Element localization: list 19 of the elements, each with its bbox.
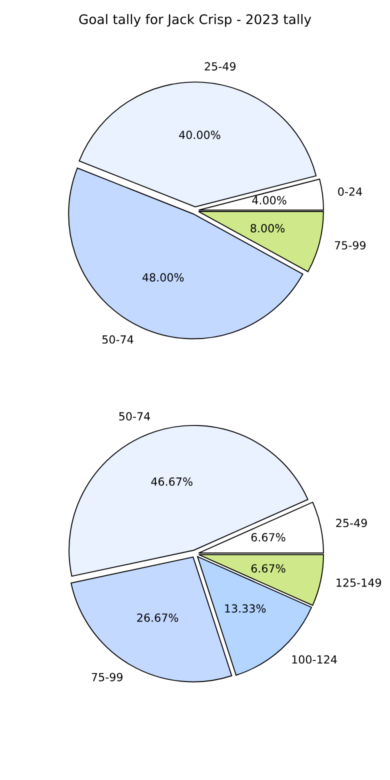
slice-label: 100-124 [292, 655, 337, 664]
slice-label: 25-49 [336, 518, 367, 528]
slice-label: 50-74 [119, 412, 150, 421]
data-label: 8.00% [250, 224, 285, 232]
slice-label: 25-49 [204, 62, 236, 71]
data-label: 40.00% [179, 130, 220, 140]
data-label: 48.00% [142, 273, 184, 282]
data-label: 4.00% [252, 196, 286, 204]
slice-label: 75-99 [92, 672, 122, 682]
slice-label: 75-99 [334, 241, 366, 250]
chart-title: Goal tally for Jack Crisp - 2023 tally [79, 14, 312, 27]
data-label: 26.67% [137, 613, 178, 622]
slice-label: 0-24 [338, 187, 362, 196]
data-label: 6.67% [251, 533, 286, 542]
slice-label: 125-149 [336, 578, 382, 587]
data-label: 6.67% [251, 564, 286, 573]
data-label: 13.33% [225, 604, 266, 613]
slice-label: 50-74 [102, 335, 134, 344]
data-label: 46.67% [151, 477, 192, 486]
